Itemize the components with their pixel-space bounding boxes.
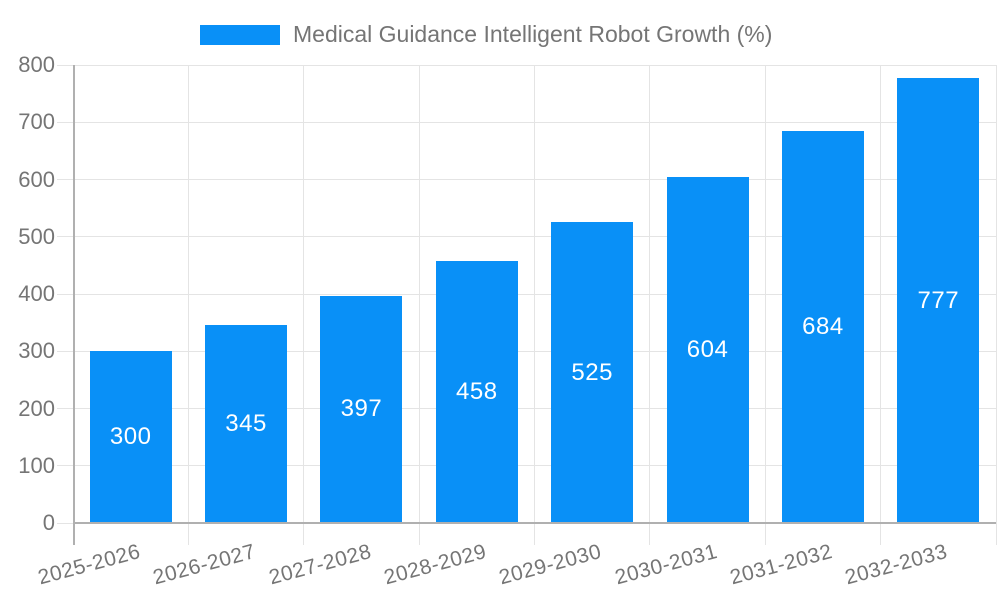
bar-value-label: 397 — [340, 395, 383, 423]
x-axis-tick-label: 2027-2028 — [266, 540, 374, 590]
h-gridline — [57, 350, 996, 352]
y-axis-tick-label: 800 — [18, 52, 55, 77]
x-axis-line — [73, 522, 996, 524]
h-gridline — [57, 408, 996, 409]
v-gridline — [649, 65, 651, 545]
v-gridline — [534, 65, 535, 545]
bar[interactable]: 397 — [320, 295, 403, 523]
h-gridline — [57, 465, 996, 467]
bar[interactable]: 300 — [89, 351, 172, 523]
y-axis-tick-label: 200 — [18, 395, 55, 421]
x-axis-tick-label: 2025-2026 — [35, 540, 143, 590]
y-axis-tick-label: 600 — [18, 166, 55, 192]
bar[interactable]: 777 — [897, 78, 980, 523]
plot-area: 300 345 397 458 525 604 684 777 — [57, 64, 997, 545]
v-gridline — [303, 65, 305, 545]
legend-item[interactable]: Medical Guidance Intelligent Robot Growt… — [200, 23, 772, 46]
bar-value-label: 345 — [225, 410, 267, 438]
y-axis-tick-label: 400 — [18, 281, 55, 306]
v-gridline — [764, 65, 766, 545]
bar-value-label: 300 — [109, 423, 152, 451]
y-axis-line — [73, 65, 75, 545]
bar[interactable]: 684 — [781, 131, 864, 523]
h-gridline — [57, 236, 996, 238]
bar-value-label: 604 — [686, 336, 729, 364]
h-gridline — [57, 64, 996, 66]
chart-title: Medical Guidance Intelligent Robot Growt… — [293, 21, 773, 47]
x-axis-tick-label: 2032-2033 — [842, 540, 951, 590]
bar-value-label: 458 — [456, 377, 498, 405]
v-gridline — [880, 65, 882, 545]
y-axis-tick-label: 300 — [18, 338, 55, 364]
bar[interactable]: 345 — [205, 325, 288, 523]
y-axis-tick-label: 700 — [18, 109, 55, 135]
h-gridline — [57, 121, 996, 123]
bar-value-label: 777 — [917, 286, 960, 314]
y-axis-tick-label: 0 — [42, 510, 55, 535]
h-gridline — [57, 293, 996, 295]
v-gridline — [187, 65, 189, 545]
bar[interactable]: 604 — [666, 177, 749, 523]
x-axis-tick-label: 2030-2031 — [612, 540, 720, 590]
x-axis-tick-label: 2029-2030 — [496, 540, 605, 590]
x-axis-tick-label: 2028-2029 — [381, 540, 489, 590]
legend-swatch-icon — [200, 24, 280, 45]
bar[interactable]: 458 — [435, 260, 518, 523]
x-axis-tick-label: 2026-2027 — [150, 540, 259, 590]
v-gridline — [995, 65, 997, 545]
h-gridline — [57, 179, 996, 180]
y-axis-tick-label: 500 — [18, 223, 55, 249]
bar-value-label: 684 — [802, 313, 844, 341]
y-axis-tick-label: 100 — [18, 452, 55, 478]
x-axis-tick-label: 2031-2032 — [727, 540, 835, 590]
bar-value-label: 525 — [571, 358, 613, 386]
bar[interactable]: 525 — [551, 222, 634, 523]
v-gridline — [418, 65, 420, 545]
